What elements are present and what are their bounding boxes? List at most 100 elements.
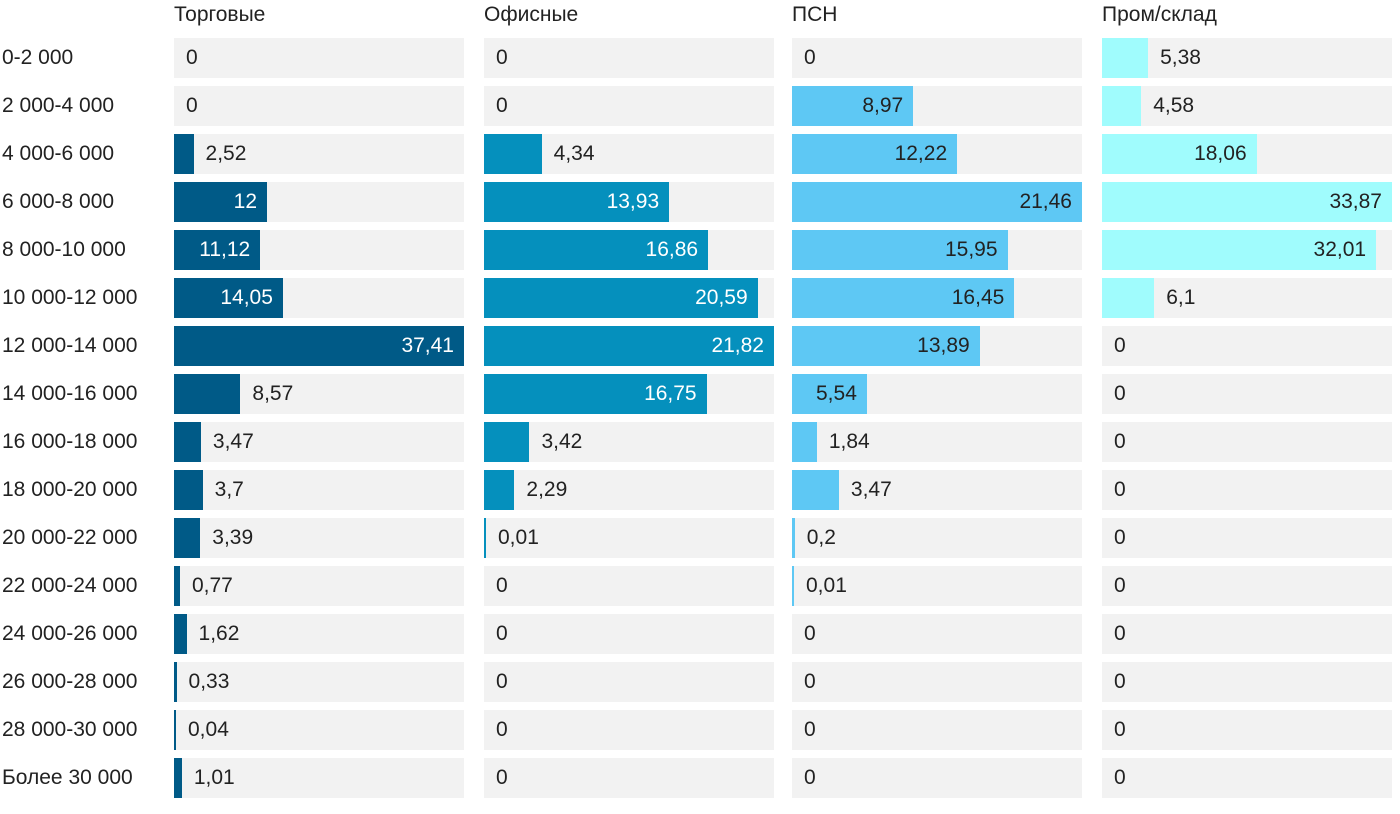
series-title-2: Офисные xyxy=(484,3,579,26)
bar-track: 0,33 xyxy=(174,662,464,702)
data-label: 0 xyxy=(1114,766,1126,789)
data-label: 0 xyxy=(496,574,508,597)
data-label: 12 xyxy=(233,190,258,213)
data-label: 0 xyxy=(1114,430,1126,453)
data-label: 0 xyxy=(1114,334,1126,357)
bar-track: 0 xyxy=(1102,662,1392,702)
bar-track: 37,41 xyxy=(174,326,464,366)
bar-track: 0 xyxy=(484,662,774,702)
data-label: 16,75 xyxy=(644,382,697,405)
bar-series-4 xyxy=(1102,134,1257,174)
bar-series-2 xyxy=(484,278,758,318)
bar-track: 4,58 xyxy=(1102,86,1392,126)
bar-track: 0 xyxy=(1102,374,1392,414)
category-label: 24 000-26 000 xyxy=(2,622,138,645)
bar-track: 1,84 xyxy=(792,422,1082,462)
bar-track: 16,75 xyxy=(484,374,774,414)
bar-series-1 xyxy=(174,182,268,222)
bar-track: 0 xyxy=(792,662,1082,702)
data-label: 0 xyxy=(804,46,816,69)
bar-series-1 xyxy=(174,566,180,606)
data-label: 5,54 xyxy=(816,382,857,405)
data-label: 18,06 xyxy=(1194,142,1247,165)
bar-series-1 xyxy=(174,134,194,174)
data-label: 0 xyxy=(1114,670,1126,693)
data-label: 0 xyxy=(1114,382,1126,405)
bar-track: 0 xyxy=(484,566,774,606)
bar-track: 0,01 xyxy=(484,518,774,558)
bar-track: 0 xyxy=(1102,614,1392,654)
bar-series-4 xyxy=(1102,182,1392,222)
data-label: 0 xyxy=(804,766,816,789)
bar-track: 0 xyxy=(1102,758,1392,798)
data-label: 20,59 xyxy=(695,286,748,309)
bar-track: 0 xyxy=(1102,566,1392,606)
data-label: 0 xyxy=(804,670,816,693)
data-label: 6,1 xyxy=(1166,286,1196,309)
category-label: 10 000-12 000 xyxy=(2,286,138,309)
bar-track: 0 xyxy=(1102,470,1392,510)
data-label: 16,86 xyxy=(645,238,699,261)
data-label: 4,58 xyxy=(1153,94,1195,117)
data-label: 0,77 xyxy=(191,574,233,597)
bar-track: 0 xyxy=(1102,518,1392,558)
data-label: 0 xyxy=(186,94,198,117)
data-label: 33,87 xyxy=(1329,190,1382,213)
bar-track: 8,57 xyxy=(174,374,464,414)
bar-track: 3,47 xyxy=(792,470,1082,510)
data-label: 3,47 xyxy=(850,478,892,501)
bar-track: 15,95 xyxy=(792,230,1082,270)
bar-track: 0 xyxy=(792,38,1082,78)
bar-series-3 xyxy=(792,326,980,366)
data-label: 13,93 xyxy=(606,190,660,213)
bar-series-1 xyxy=(174,470,203,510)
category-label: 20 000-22 000 xyxy=(2,526,138,549)
bar-series-3 xyxy=(792,182,1082,222)
category-label: 16 000-18 000 xyxy=(2,430,138,453)
bar-series-4 xyxy=(1102,230,1377,270)
data-label: 21,82 xyxy=(711,334,764,357)
data-label: 0 xyxy=(496,766,508,789)
bar-track: 0 xyxy=(792,614,1082,654)
bar-track: 0,04 xyxy=(174,710,464,750)
bar-series-1 xyxy=(174,374,241,414)
data-label: 8,97 xyxy=(862,94,904,117)
bar-track: 3,39 xyxy=(174,518,464,558)
bar-track: 0 xyxy=(1102,326,1392,366)
bar-track: 32,01 xyxy=(1102,230,1392,270)
bar-track: 12,22 xyxy=(792,134,1082,174)
bar-track: 13,89 xyxy=(792,326,1082,366)
bar-track: 0 xyxy=(484,614,774,654)
data-label: 1,62 xyxy=(198,622,240,645)
bar-track: 8,97 xyxy=(792,86,1082,126)
bar-track: 3,42 xyxy=(484,422,774,462)
data-label: 0 xyxy=(496,718,508,741)
bar-track: 2,29 xyxy=(484,470,774,510)
data-label: 0,2 xyxy=(806,526,836,549)
bar-series-1 xyxy=(174,278,283,318)
bar-series-1 xyxy=(174,422,201,462)
bar-series-2 xyxy=(484,230,709,270)
bar-track: 0 xyxy=(174,86,464,126)
data-label: 0,33 xyxy=(188,670,230,693)
data-label: 0,01 xyxy=(806,574,847,597)
data-label: 2,29 xyxy=(526,478,568,501)
bar-series-2 xyxy=(484,470,515,510)
bar-track: 13,93 xyxy=(484,182,774,222)
bar-series-3 xyxy=(792,470,839,510)
bar-series-3 xyxy=(792,422,817,462)
bar-series-2 xyxy=(484,134,542,174)
bar-track: 0 xyxy=(484,38,774,78)
data-label: 0 xyxy=(804,622,816,645)
bar-track: 18,06 xyxy=(1102,134,1392,174)
bar-track: 0 xyxy=(1102,422,1392,462)
bar-track: 0,01 xyxy=(792,566,1082,606)
category-label: 26 000-28 000 xyxy=(2,670,138,693)
bar-series-1 xyxy=(174,326,464,366)
series-title-4: Пром/склад xyxy=(1102,3,1217,26)
bar-series-3 xyxy=(792,230,1008,270)
bar-track: 3,7 xyxy=(174,470,464,510)
bar-series-1 xyxy=(174,230,261,270)
data-label: 2,52 xyxy=(205,142,247,165)
bar-track: 16,45 xyxy=(792,278,1082,318)
